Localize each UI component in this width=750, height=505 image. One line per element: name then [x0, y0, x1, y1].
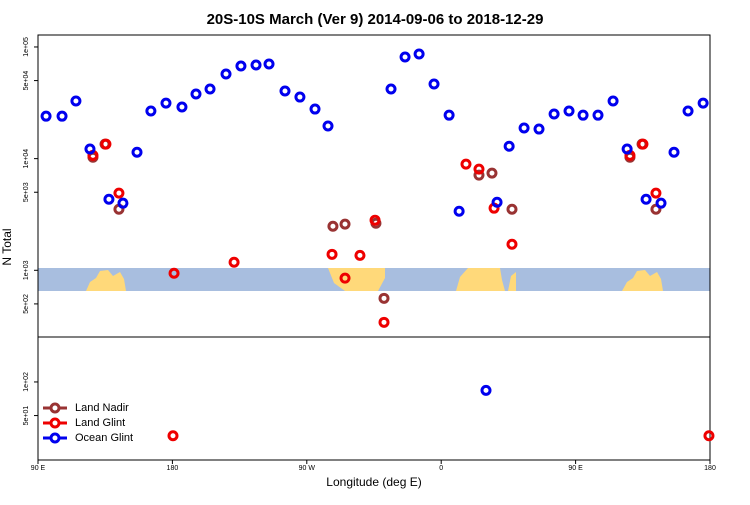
x-tick-label: 180 — [167, 465, 179, 472]
point — [160, 97, 172, 109]
point — [322, 120, 334, 132]
land-shape — [622, 270, 663, 291]
point — [235, 60, 247, 72]
point — [176, 101, 188, 113]
point — [84, 143, 96, 155]
point — [473, 163, 485, 175]
point — [637, 138, 649, 150]
point — [682, 105, 694, 117]
point — [339, 272, 351, 284]
point — [453, 205, 465, 217]
chart-title: 20S-10S March (Ver 9) 2014-09-06 to 2018… — [207, 11, 544, 28]
legend-label: Land Nadir — [75, 402, 129, 414]
point — [294, 91, 306, 103]
legend-marker — [49, 432, 61, 444]
point — [70, 95, 82, 107]
y-tick-label: 5e+03 — [23, 182, 30, 202]
point — [443, 109, 455, 121]
point — [621, 143, 633, 155]
y-tick-label: 5e+04 — [23, 71, 30, 91]
point — [250, 59, 262, 71]
point — [548, 108, 560, 120]
point — [204, 83, 216, 95]
point — [697, 97, 709, 109]
legend-marker — [49, 417, 61, 429]
map-band — [38, 268, 710, 291]
point — [326, 248, 338, 260]
point — [592, 109, 604, 121]
point — [413, 48, 425, 60]
legend-label: Ocean Glint — [75, 432, 133, 444]
legend-marker — [49, 402, 61, 414]
x-tick-label: 90 E — [31, 465, 46, 472]
point — [263, 58, 275, 70]
x-axis-label: Longitude (deg E) — [326, 475, 421, 489]
point — [100, 138, 112, 150]
point — [503, 140, 515, 152]
point — [640, 193, 652, 205]
point — [378, 316, 390, 328]
y-tick-label: 1e+04 — [23, 149, 30, 169]
point — [650, 187, 662, 199]
point — [486, 167, 498, 179]
point — [145, 105, 157, 117]
point — [220, 68, 232, 80]
point — [399, 51, 411, 63]
point — [703, 430, 715, 442]
legend-label: Land Glint — [75, 417, 125, 429]
point — [113, 187, 125, 199]
point — [309, 103, 321, 115]
point — [506, 203, 518, 215]
x-tick-label: 0 — [439, 465, 443, 472]
point — [369, 214, 381, 226]
point — [117, 197, 129, 209]
point — [385, 83, 397, 95]
point — [378, 292, 390, 304]
point — [655, 197, 667, 209]
y-tick-label: 1e+05 — [23, 37, 30, 57]
y-tick-label: 5e+02 — [23, 294, 30, 314]
point — [103, 193, 115, 205]
point — [480, 384, 492, 396]
point — [460, 158, 472, 170]
point — [167, 430, 179, 442]
x-tick-label: 180 — [704, 465, 716, 472]
point — [228, 256, 240, 268]
land-shape — [86, 270, 126, 291]
point — [327, 220, 339, 232]
x-tick-label: 90 E — [568, 465, 583, 472]
point — [506, 238, 518, 250]
point — [473, 169, 485, 181]
point — [168, 267, 180, 279]
point — [279, 85, 291, 97]
y-tick-label: 1e+03 — [23, 260, 30, 280]
point — [577, 109, 589, 121]
point — [533, 123, 545, 135]
point — [354, 249, 366, 261]
y-axis-label: N Total — [0, 228, 14, 265]
point — [563, 105, 575, 117]
point — [131, 146, 143, 158]
point — [428, 78, 440, 90]
point — [518, 122, 530, 134]
plot-frame — [37, 34, 711, 461]
y-tick-label: 1e+02 — [23, 372, 30, 392]
land-shape — [456, 268, 516, 291]
point — [491, 196, 503, 208]
point — [607, 95, 619, 107]
y-tick-label: 5e+01 — [23, 406, 30, 426]
point — [56, 110, 68, 122]
point — [668, 146, 680, 158]
point — [190, 88, 202, 100]
x-tick-label: 90 W — [299, 465, 316, 472]
point — [40, 110, 52, 122]
point — [339, 218, 351, 230]
